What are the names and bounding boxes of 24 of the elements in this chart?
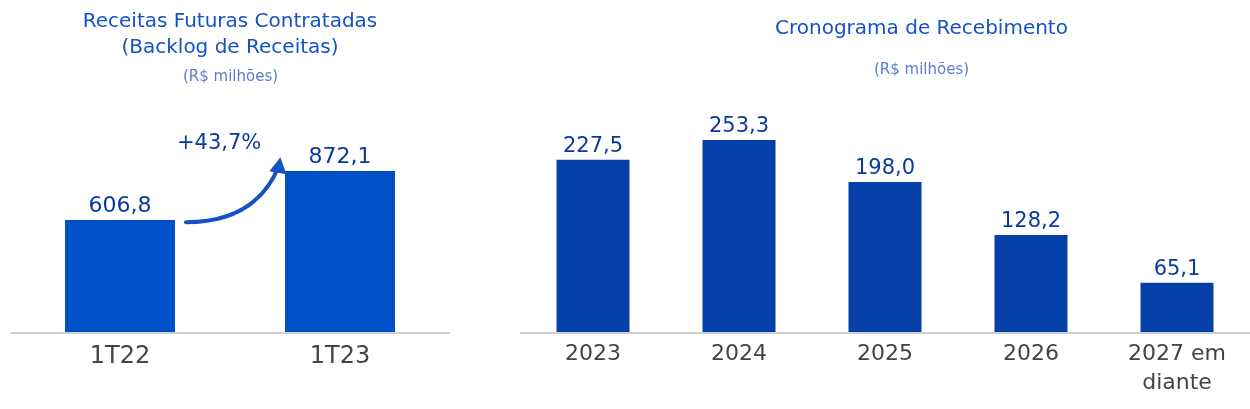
bar [556,159,630,332]
x-tick-label: 1T22 [89,340,151,369]
data-label: 606,8 [88,191,152,217]
x-tick-label: 1T23 [309,340,371,369]
bar [994,234,1068,332]
x-tick-label: 2026 [1003,340,1059,366]
data-label: 227,5 [562,132,624,157]
x-tick-label: 2027 em diante [1128,340,1226,394]
x-tick-label: 2024 [711,340,767,366]
chart-title: Cronograma de Recebimento [775,15,1068,40]
chart-subtitle: (R$ milhões) [874,60,970,78]
x-tick-label: 2025 [857,340,913,366]
bar [1140,282,1214,332]
data-label: 253,3 [708,113,770,138]
data-label: 128,2 [1000,207,1062,232]
data-label: 872,1 [308,142,372,168]
text: +43,7% [177,130,262,154]
bar [702,140,776,332]
data-label: 65,1 [1153,255,1201,280]
chart-subtitle: (R$ milhões) [183,67,279,85]
chart-title: Receitas Futuras Contratadas (Backlog de Receitas) [82,7,378,58]
data-label: 198,0 [854,155,916,179]
bar [848,182,922,332]
x-tick-label: 2023 [565,340,621,366]
